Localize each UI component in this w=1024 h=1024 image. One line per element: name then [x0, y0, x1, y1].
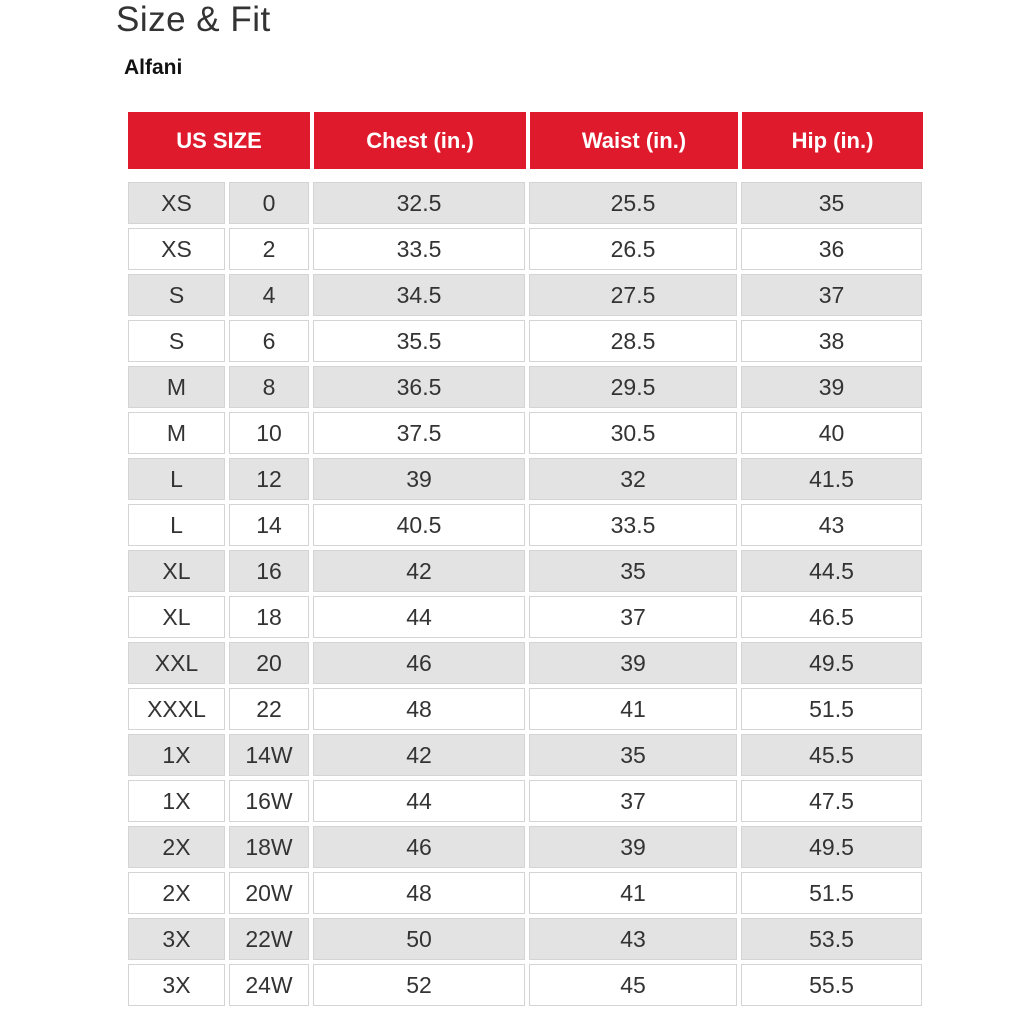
table-cell-size-letter: M — [128, 366, 225, 408]
table-cell-size-number: 8 — [229, 366, 309, 408]
table-cell-chest-value: 52 — [313, 964, 525, 1006]
table-cell-size-letter: XXXL — [128, 688, 225, 730]
table-cell-size-letter: 2X — [128, 872, 225, 914]
table-cell-size-letter: M — [128, 412, 225, 454]
table-cell-size-number: 0 — [229, 182, 309, 224]
table-cell-size-number: 16W — [229, 780, 309, 822]
table-cell-size-number: 20 — [229, 642, 309, 684]
table-cell-size-number: 24W — [229, 964, 309, 1006]
table-cell-chest-value: 32.5 — [313, 182, 525, 224]
table-cell-size-number: 18 — [229, 596, 309, 638]
table-cell-waist-value: 35 — [529, 550, 737, 592]
table-cell-chest-value: 48 — [313, 872, 525, 914]
table-cell-waist-value: 39 — [529, 642, 737, 684]
table-cell-hip-value: 43 — [741, 504, 922, 546]
table-cell-chest-value: 39 — [313, 458, 525, 500]
table-cell-waist-value: 25.5 — [529, 182, 737, 224]
size-table-body: XS 0 32.5 25.5 35 XS 2 33.5 26.5 36 S 4 34.5 27.5 37 S 6… — [128, 182, 922, 1006]
table-cell-waist-value: 45 — [529, 964, 737, 1006]
table-cell-size-number: 12 — [229, 458, 309, 500]
table-cell-size-number: 10 — [229, 412, 309, 454]
table-cell-waist-value: 27.5 — [529, 274, 737, 316]
table-cell-hip-value: 40 — [741, 412, 922, 454]
table-cell-chest-value: 33.5 — [313, 228, 525, 270]
header-hip: Hip (in.) — [742, 112, 923, 169]
table-cell-chest-value: 36.5 — [313, 366, 525, 408]
table-cell-size-letter: S — [128, 274, 225, 316]
table-cell-size-letter: XXL — [128, 642, 225, 684]
table-cell-size-letter: XS — [128, 228, 225, 270]
size-table-header: US SIZE Chest (in.) Waist (in.) Hip (in.… — [128, 112, 923, 169]
table-cell-waist-value: 39 — [529, 826, 737, 868]
table-cell-hip-value: 53.5 — [741, 918, 922, 960]
table-cell-size-letter: S — [128, 320, 225, 362]
table-cell-waist-value: 43 — [529, 918, 737, 960]
header-us-size: US SIZE — [128, 112, 310, 169]
table-cell-size-letter: 1X — [128, 780, 225, 822]
table-cell-size-number: 4 — [229, 274, 309, 316]
table-cell-waist-value: 33.5 — [529, 504, 737, 546]
header-chest: Chest (in.) — [314, 112, 526, 169]
table-cell-waist-value: 29.5 — [529, 366, 737, 408]
table-cell-hip-value: 49.5 — [741, 826, 922, 868]
table-cell-hip-value: 46.5 — [741, 596, 922, 638]
table-cell-waist-value: 41 — [529, 688, 737, 730]
table-cell-size-number: 14W — [229, 734, 309, 776]
table-cell-chest-value: 44 — [313, 596, 525, 638]
table-cell-hip-value: 47.5 — [741, 780, 922, 822]
table-cell-chest-value: 46 — [313, 642, 525, 684]
table-cell-size-letter: 3X — [128, 918, 225, 960]
table-cell-size-number: 22W — [229, 918, 309, 960]
table-cell-size-letter: 3X — [128, 964, 225, 1006]
table-cell-waist-value: 35 — [529, 734, 737, 776]
table-cell-size-letter: XL — [128, 550, 225, 592]
table-cell-chest-value: 35.5 — [313, 320, 525, 362]
table-cell-chest-value: 44 — [313, 780, 525, 822]
table-cell-hip-value: 35 — [741, 182, 922, 224]
table-cell-size-letter: 2X — [128, 826, 225, 868]
table-cell-size-letter: 1X — [128, 734, 225, 776]
table-cell-waist-value: 32 — [529, 458, 737, 500]
table-cell-size-number: 6 — [229, 320, 309, 362]
table-cell-hip-value: 41.5 — [741, 458, 922, 500]
table-cell-size-number: 16 — [229, 550, 309, 592]
table-cell-chest-value: 42 — [313, 734, 525, 776]
table-cell-hip-value: 51.5 — [741, 688, 922, 730]
table-cell-chest-value: 46 — [313, 826, 525, 868]
table-cell-hip-value: 55.5 — [741, 964, 922, 1006]
table-cell-size-number: 2 — [229, 228, 309, 270]
table-cell-size-number: 22 — [229, 688, 309, 730]
table-cell-waist-value: 41 — [529, 872, 737, 914]
table-cell-chest-value: 40.5 — [313, 504, 525, 546]
table-cell-chest-value: 37.5 — [313, 412, 525, 454]
table-cell-waist-value: 28.5 — [529, 320, 737, 362]
table-cell-size-number: 20W — [229, 872, 309, 914]
table-cell-chest-value: 50 — [313, 918, 525, 960]
page-title: Size & Fit — [116, 0, 271, 39]
table-cell-hip-value: 45.5 — [741, 734, 922, 776]
table-cell-waist-value: 37 — [529, 780, 737, 822]
table-cell-hip-value: 38 — [741, 320, 922, 362]
table-cell-size-letter: L — [128, 458, 225, 500]
table-cell-chest-value: 48 — [313, 688, 525, 730]
table-cell-size-letter: XL — [128, 596, 225, 638]
table-cell-hip-value: 37 — [741, 274, 922, 316]
table-cell-hip-value: 36 — [741, 228, 922, 270]
table-cell-hip-value: 49.5 — [741, 642, 922, 684]
table-cell-chest-value: 42 — [313, 550, 525, 592]
table-cell-size-number: 18W — [229, 826, 309, 868]
table-cell-chest-value: 34.5 — [313, 274, 525, 316]
table-cell-waist-value: 26.5 — [529, 228, 737, 270]
table-cell-size-letter: L — [128, 504, 225, 546]
header-waist: Waist (in.) — [530, 112, 738, 169]
table-cell-size-number: 14 — [229, 504, 309, 546]
table-cell-waist-value: 30.5 — [529, 412, 737, 454]
table-cell-hip-value: 39 — [741, 366, 922, 408]
table-cell-size-letter: XS — [128, 182, 225, 224]
table-cell-waist-value: 37 — [529, 596, 737, 638]
table-cell-hip-value: 44.5 — [741, 550, 922, 592]
table-cell-hip-value: 51.5 — [741, 872, 922, 914]
brand-name: Alfani — [124, 56, 183, 79]
